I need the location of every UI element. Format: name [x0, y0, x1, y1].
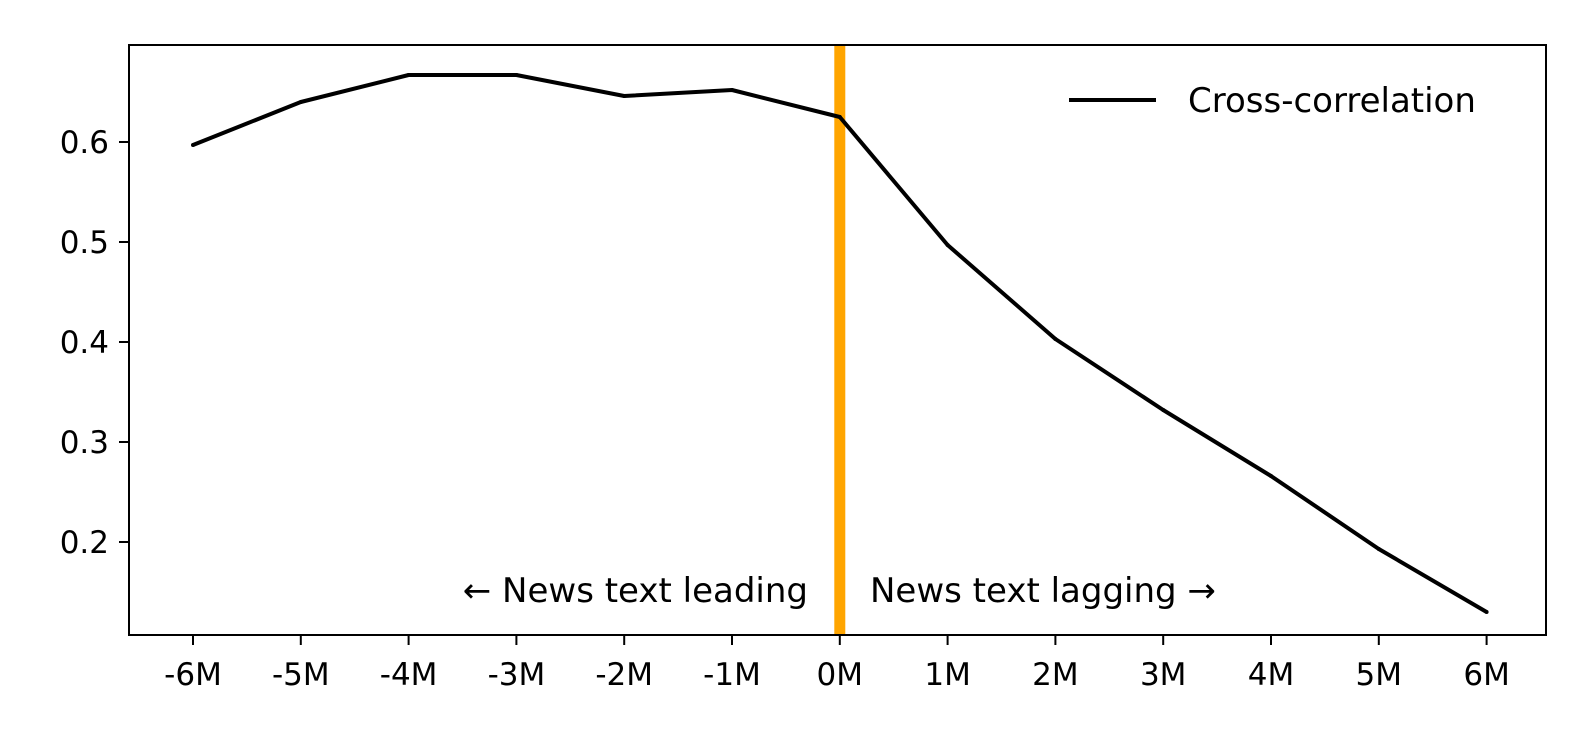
data-point--1M — [730, 88, 734, 92]
x-tick-label--6M: -6M — [164, 657, 222, 693]
x-tick-label--2M: -2M — [595, 657, 653, 693]
x-tick-label-1M: 1M — [924, 657, 970, 693]
data-point--4M — [406, 73, 411, 77]
axis-layer: -6M -5M -4M -3M -2M -1M 0M 1M 2M 3M 4M 5M 6M 0.2 0.3 0.… — [60, 44, 1547, 693]
data-point-4M — [1269, 474, 1273, 478]
x-tick-label--1M: -1M — [703, 657, 761, 693]
y-tick-label-0.6: 0.6 — [60, 125, 109, 161]
data-point-6M — [1484, 610, 1489, 614]
x-tick-label-6M: 6M — [1463, 657, 1509, 693]
data-point-0M — [837, 115, 842, 119]
data-point-3M — [1161, 408, 1166, 412]
x-tick-label-5M: 5M — [1356, 657, 1402, 693]
x-tick-label--3M: -3M — [488, 657, 546, 693]
data-point-5M — [1376, 547, 1381, 551]
data-point-1M — [945, 243, 950, 247]
data-point--3M — [514, 73, 519, 77]
annotation-news-leading: ← News text leading — [463, 571, 808, 611]
plot-frame — [128, 44, 1547, 636]
data-point-2M — [1053, 337, 1058, 341]
x-tick-label-0M: 0M — [817, 657, 863, 693]
x-tick-label-3M: 3M — [1140, 657, 1186, 693]
y-tick-label-0.3: 0.3 — [60, 425, 109, 461]
x-tick-label-2M: 2M — [1032, 657, 1078, 693]
legend: Cross-correlation — [1069, 81, 1476, 121]
data-point--5M — [298, 100, 303, 104]
x-tick-label--5M: -5M — [272, 657, 330, 693]
x-tick-label-4M: 4M — [1248, 657, 1294, 693]
y-tick-label-0.5: 0.5 — [60, 225, 109, 261]
y-tick-label-0.2: 0.2 — [60, 525, 109, 561]
series-layer — [191, 73, 1489, 614]
annotation-news-lagging: News text lagging → — [870, 571, 1216, 611]
data-point--2M — [622, 94, 627, 98]
y-tick-label-0.4: 0.4 — [60, 325, 109, 361]
data-point--6M — [191, 143, 195, 147]
x-tick-label--4M: -4M — [380, 657, 438, 693]
legend-label: Cross-correlation — [1188, 81, 1476, 121]
